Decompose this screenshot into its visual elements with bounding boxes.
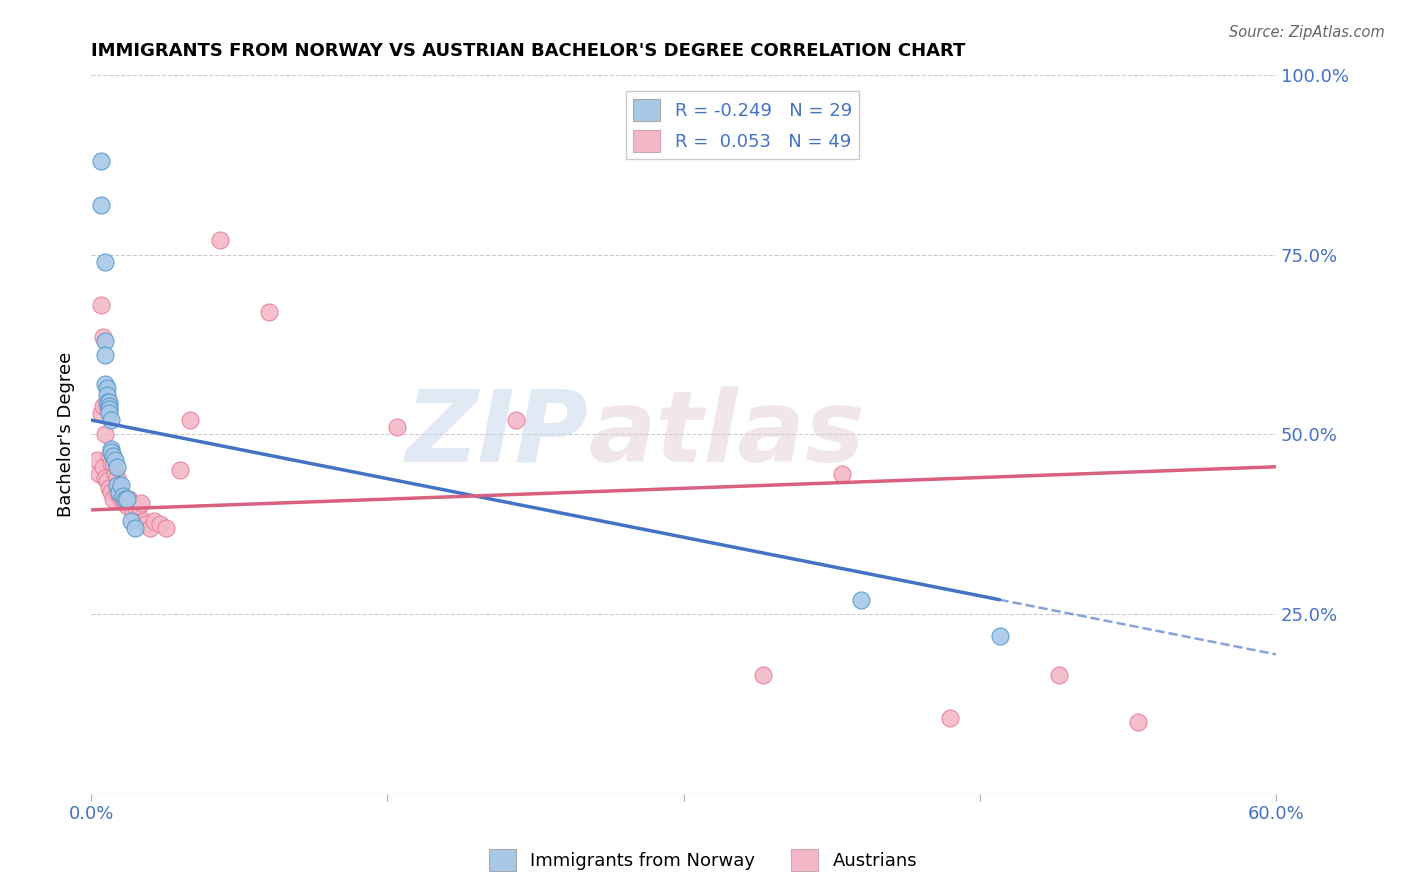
Point — [179, 413, 201, 427]
Point — [96, 381, 118, 395]
Point — [94, 377, 117, 392]
Point — [143, 514, 166, 528]
Point — [149, 517, 172, 532]
Point — [111, 492, 134, 507]
Point — [104, 467, 127, 481]
Point — [90, 197, 112, 211]
Point — [100, 456, 122, 470]
Point — [939, 711, 962, 725]
Point — [87, 467, 110, 481]
Text: atlas: atlas — [589, 386, 865, 483]
Point — [94, 470, 117, 484]
Point — [96, 399, 118, 413]
Point — [94, 427, 117, 442]
Point — [114, 492, 136, 507]
Point — [96, 388, 118, 402]
Point — [105, 484, 128, 499]
Text: IMMIGRANTS FROM NORWAY VS AUSTRIAN BACHELOR'S DEGREE CORRELATION CHART: IMMIGRANTS FROM NORWAY VS AUSTRIAN BACHE… — [91, 42, 966, 60]
Point — [169, 463, 191, 477]
Point — [91, 399, 114, 413]
Legend: R = -0.249   N = 29, R =  0.053   N = 49: R = -0.249 N = 29, R = 0.053 N = 49 — [626, 91, 859, 159]
Point — [96, 395, 118, 409]
Point — [111, 489, 134, 503]
Text: Source: ZipAtlas.com: Source: ZipAtlas.com — [1229, 25, 1385, 40]
Point — [115, 500, 138, 514]
Point — [105, 477, 128, 491]
Point — [101, 456, 124, 470]
Point — [1047, 668, 1070, 682]
Legend: Immigrants from Norway, Austrians: Immigrants from Norway, Austrians — [481, 842, 925, 879]
Point — [128, 500, 150, 514]
Point — [97, 402, 120, 417]
Point — [129, 496, 152, 510]
Point — [118, 492, 141, 507]
Point — [90, 154, 112, 169]
Point — [1126, 714, 1149, 729]
Point — [100, 442, 122, 456]
Point — [97, 481, 120, 495]
Point — [94, 255, 117, 269]
Point — [115, 492, 138, 507]
Point — [90, 406, 112, 420]
Point — [124, 521, 146, 535]
Point — [91, 459, 114, 474]
Point — [831, 467, 853, 481]
Point — [105, 459, 128, 474]
Point — [134, 514, 156, 528]
Text: ZIP: ZIP — [406, 386, 589, 483]
Point — [90, 298, 112, 312]
Point — [107, 477, 129, 491]
Point — [101, 449, 124, 463]
Point — [110, 489, 132, 503]
Point — [121, 507, 143, 521]
Point — [96, 474, 118, 488]
Point — [110, 492, 132, 507]
Point — [110, 477, 132, 491]
Point — [97, 395, 120, 409]
Point — [851, 592, 873, 607]
Point — [86, 452, 108, 467]
Point — [100, 413, 122, 427]
Point — [101, 492, 124, 507]
Point — [139, 521, 162, 535]
Point — [104, 452, 127, 467]
Point — [97, 399, 120, 413]
Point — [751, 668, 773, 682]
Point — [120, 514, 142, 528]
Point — [135, 517, 157, 532]
Point — [97, 406, 120, 420]
Point — [988, 629, 1011, 643]
Point — [155, 521, 177, 535]
Point — [257, 305, 280, 319]
Point — [124, 500, 146, 514]
Point — [105, 470, 128, 484]
Point — [100, 484, 122, 499]
Point — [505, 413, 527, 427]
Point — [208, 234, 231, 248]
Y-axis label: Bachelor's Degree: Bachelor's Degree — [58, 351, 75, 517]
Point — [114, 496, 136, 510]
Point — [107, 484, 129, 499]
Point — [94, 348, 117, 362]
Point — [100, 445, 122, 459]
Point — [97, 449, 120, 463]
Point — [387, 420, 409, 434]
Point — [91, 330, 114, 344]
Point — [120, 496, 142, 510]
Point — [94, 334, 117, 348]
